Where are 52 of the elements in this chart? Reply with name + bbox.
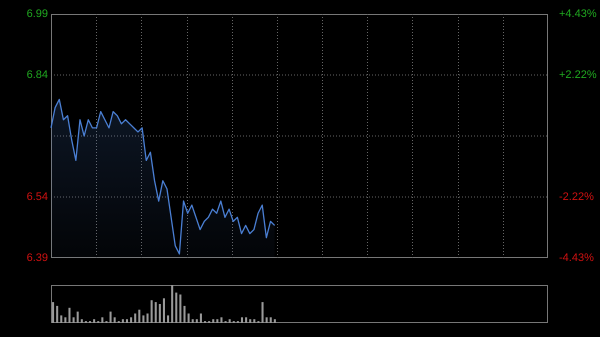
y2-tick-label: -4.43% <box>559 252 594 264</box>
bar <box>245 317 248 323</box>
y-tick-label: 6.84 <box>26 69 48 82</box>
bar <box>114 317 116 323</box>
bar <box>56 306 58 323</box>
bar <box>171 285 174 323</box>
bar <box>142 315 144 323</box>
bar <box>200 314 202 323</box>
bar <box>266 317 268 323</box>
bar <box>228 319 231 323</box>
bar <box>196 319 198 323</box>
bar <box>175 292 178 323</box>
bar <box>76 312 79 323</box>
bar <box>154 302 157 323</box>
bar <box>150 300 153 323</box>
y2-tick-label: +4.43% <box>559 8 597 20</box>
bar <box>249 319 252 323</box>
bar <box>68 308 71 323</box>
bar <box>158 304 161 323</box>
bar <box>212 319 214 323</box>
bar <box>64 317 66 323</box>
bar <box>274 319 276 323</box>
bar <box>188 314 190 323</box>
bar <box>167 315 170 323</box>
bar <box>130 317 132 323</box>
bar <box>110 312 112 323</box>
bar <box>52 302 54 323</box>
bar <box>220 317 222 323</box>
bar <box>216 319 218 323</box>
bar <box>253 319 256 323</box>
y-tick-label: 6.39 <box>26 252 48 264</box>
bar <box>270 317 272 323</box>
bar <box>72 317 75 323</box>
bar <box>80 319 83 323</box>
y-tick-label: 6.54 <box>26 191 48 204</box>
bar <box>162 298 165 323</box>
bar <box>122 319 124 323</box>
bar <box>183 306 186 323</box>
y2-tick-label: +2.22% <box>559 68 597 81</box>
bar <box>240 317 244 323</box>
bar <box>126 319 128 323</box>
bar <box>101 317 104 323</box>
y-tick-label: 6.99 <box>26 8 48 20</box>
bar <box>179 294 182 323</box>
bar <box>93 319 96 323</box>
bar <box>138 310 140 323</box>
bar <box>146 314 149 323</box>
bar <box>192 319 194 323</box>
bar <box>60 315 62 323</box>
bar <box>262 302 264 323</box>
y2-tick-label: -2.22% <box>559 191 594 204</box>
bar <box>134 314 136 323</box>
